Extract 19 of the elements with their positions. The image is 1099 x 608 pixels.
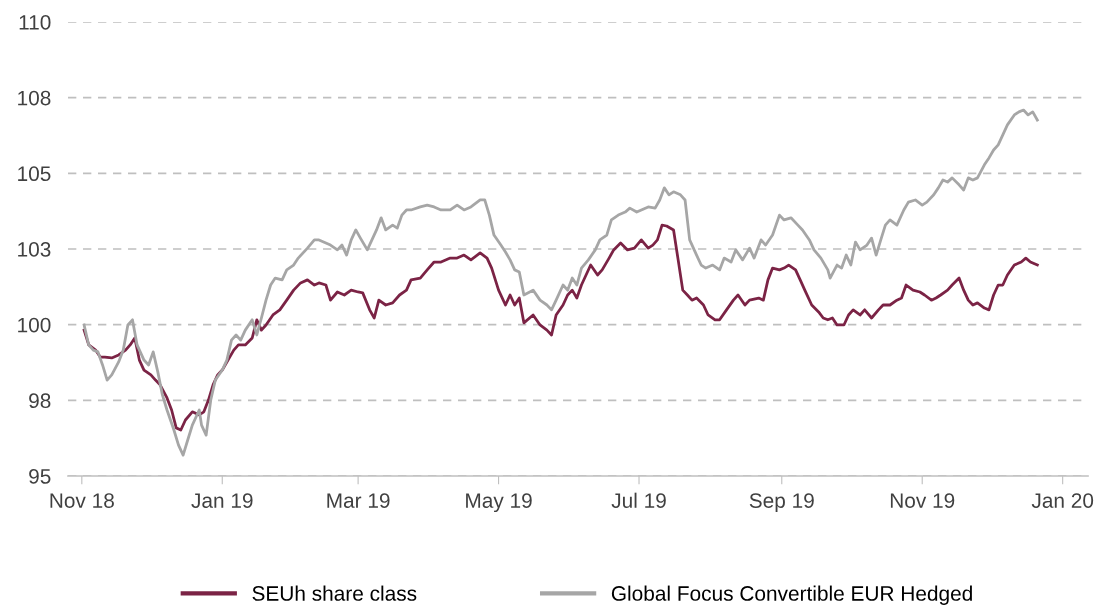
y-tick-label: 103 — [18, 242, 51, 257]
x-tick-label: Nov 18 — [50, 493, 114, 508]
x-tick-label: Sep 19 — [749, 493, 814, 513]
y-tick-label: 105 — [18, 166, 51, 182]
x-tick-label: Jul 19 — [611, 492, 666, 508]
legend-label: SEUh share class — [252, 585, 417, 601]
y-tick-label: 108 — [18, 90, 51, 106]
x-tick-label: Mar 19 — [327, 493, 390, 508]
line-series — [82, 108, 1039, 457]
y-tick-label: 100 — [18, 317, 51, 333]
x-tick-label: May 19 — [466, 493, 532, 513]
y-tick-label: 95 — [29, 469, 51, 484]
x-tick-label: Jan 20 — [1031, 493, 1094, 508]
x-tick-label: Nov 19 — [890, 493, 955, 508]
legend-label: Global Focus Convertible EUR Hedged — [611, 585, 972, 605]
x-tick-label: Jan 19 — [191, 493, 253, 508]
y-tick-label: 98 — [29, 393, 51, 409]
line-series — [82, 223, 1039, 432]
y-tick-label: 110 — [19, 15, 51, 30]
